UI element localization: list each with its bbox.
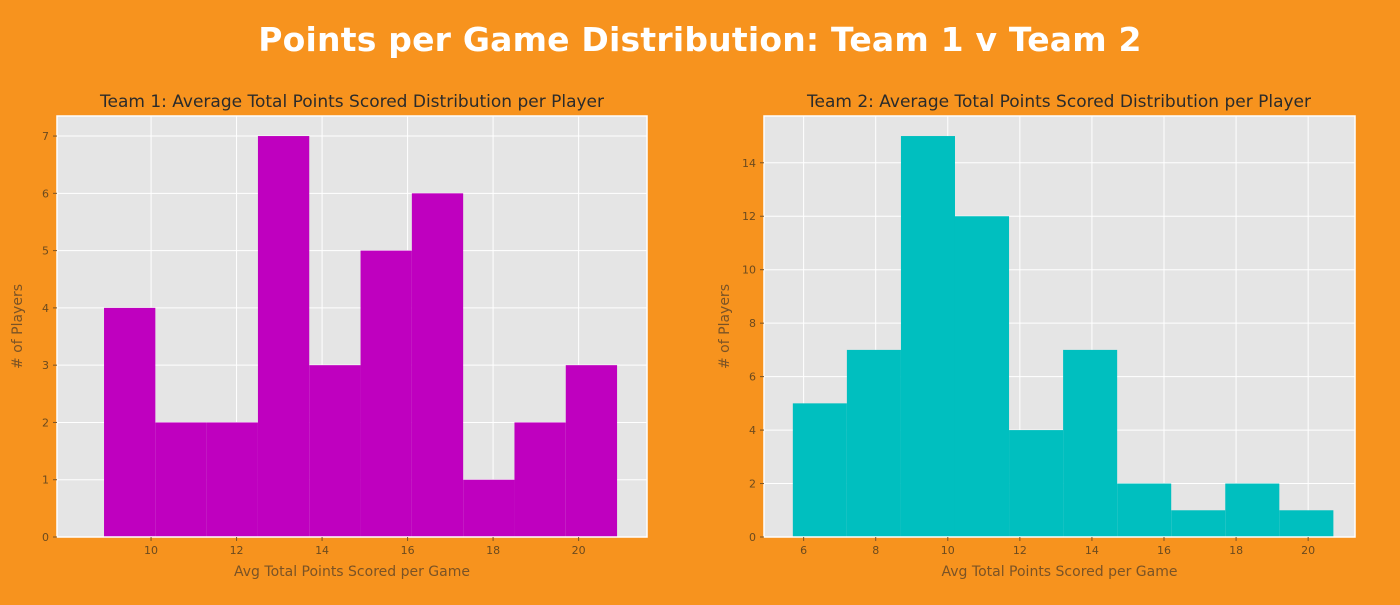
chart1-bar (900, 136, 955, 538)
chart1-x-tick-label: 8 (872, 544, 879, 557)
chart1-bar (1279, 510, 1334, 537)
chart0-y-tick-label: 1 (42, 474, 49, 487)
chart0-bar (463, 479, 515, 537)
chart0-x-axis-label: Avg Total Points Scored per Game (234, 564, 470, 580)
chart0-bar (206, 422, 258, 537)
chart1-x-tick-label: 16 (1157, 544, 1171, 557)
chart1-bar (1225, 483, 1280, 537)
chart0-x-tick-label: 10 (144, 544, 158, 557)
chart0-bar (360, 250, 412, 537)
chart1-bar (792, 403, 847, 537)
chart1-bar (1063, 349, 1118, 537)
chart1-x-tick-label: 12 (1013, 544, 1027, 557)
chart1-y-tick-label: 6 (749, 371, 756, 384)
chart1-bar (846, 349, 901, 537)
chart0-bar (309, 365, 361, 537)
chart1-y-axis-label: # of Players (717, 284, 733, 369)
chart1-y-tick-label: 4 (749, 424, 756, 437)
chart1-y-tick-label: 2 (749, 478, 756, 491)
chart0-x-tick-label: 16 (401, 544, 415, 557)
chart0-y-tick-label: 4 (42, 302, 49, 315)
chart0-x-tick-label: 20 (572, 544, 586, 557)
chart0-bar (411, 193, 464, 537)
chart1-y-tick-label: 10 (742, 264, 756, 277)
page-title: Points per Game Distribution: Team 1 v T… (258, 20, 1142, 59)
chart0-y-axis-label: # of Players (10, 284, 26, 369)
chart1-x-tick-label: 10 (941, 544, 955, 557)
chart1-plot-area (764, 116, 1355, 537)
chart0-x-tick-label: 14 (315, 544, 329, 557)
chart1-x-tick-label: 14 (1085, 544, 1099, 557)
chart1-bar (954, 216, 1010, 537)
chart1-plot-frame (763, 115, 1356, 538)
chart1-bar (1171, 510, 1226, 537)
chart0-y-tick-label: 6 (42, 187, 49, 200)
chart1-y-tick-label: 14 (742, 157, 756, 170)
chart1-x-tick-label: 20 (1301, 544, 1315, 557)
chart0-bar (257, 136, 310, 538)
chart1-title: Team 2: Average Total Points Scored Dist… (806, 92, 1311, 112)
chart0-x-tick-label: 12 (230, 544, 244, 557)
chart1-x-axis-label: Avg Total Points Scored per Game (942, 564, 1178, 580)
chart1-y-tick-label: 8 (749, 317, 756, 330)
chart0-y-tick-label: 3 (42, 359, 49, 372)
chart0-x-tick-label: 18 (486, 544, 500, 557)
chart1-bar (1009, 430, 1064, 537)
chart0-y-tick-label: 2 (42, 416, 49, 429)
chart0-bar (514, 422, 566, 537)
chart0-y-tick-label: 7 (42, 130, 49, 143)
chart0-y-tick-label: 5 (42, 245, 49, 258)
chart0-bar (565, 365, 618, 537)
chart0-title: Team 1: Average Total Points Scored Dist… (99, 92, 604, 112)
chart1-bar (1117, 483, 1172, 537)
chart1-x-tick-label: 18 (1229, 544, 1243, 557)
chart0-y-tick-label: 0 (42, 531, 49, 544)
chart1-y-tick-label: 12 (742, 210, 756, 223)
chart1-x-tick-label: 6 (800, 544, 807, 557)
chart0-plot-frame (56, 115, 648, 538)
chart0-bar (104, 307, 156, 537)
chart1-y-tick-label: 0 (749, 531, 756, 544)
chart0-plot-area (57, 116, 647, 537)
chart0-bar (155, 422, 207, 537)
